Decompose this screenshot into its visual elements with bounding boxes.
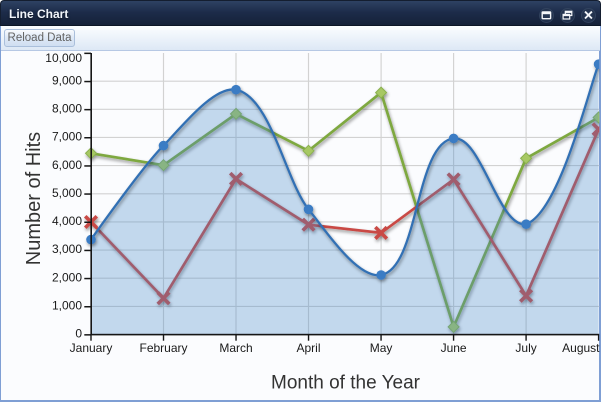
svg-text:2,000: 2,000 [52, 270, 82, 284]
svg-text:January: January [70, 341, 113, 355]
svg-text:Month of the Year: Month of the Year [271, 373, 421, 394]
svg-text:July: July [515, 341, 536, 355]
svg-text:0: 0 [75, 327, 82, 341]
svg-text:April: April [296, 341, 320, 355]
svg-text:Number of Hits: Number of Hits [23, 132, 45, 265]
svg-text:4,000: 4,000 [52, 214, 82, 228]
svg-text:6,000: 6,000 [52, 158, 82, 172]
svg-text:7,000: 7,000 [52, 130, 82, 144]
svg-text:May: May [370, 341, 393, 355]
svg-text:1,000: 1,000 [52, 299, 82, 313]
svg-text:9,000: 9,000 [52, 73, 82, 87]
svg-text:5,000: 5,000 [52, 186, 82, 200]
svg-text:February: February [139, 341, 187, 355]
svg-text:8,000: 8,000 [52, 102, 82, 116]
svg-text:June: June [441, 341, 467, 355]
svg-text:10,000: 10,000 [45, 51, 82, 65]
svg-text:March: March [219, 341, 252, 355]
svg-text:August: August [562, 341, 600, 355]
svg-text:3,000: 3,000 [52, 242, 82, 256]
